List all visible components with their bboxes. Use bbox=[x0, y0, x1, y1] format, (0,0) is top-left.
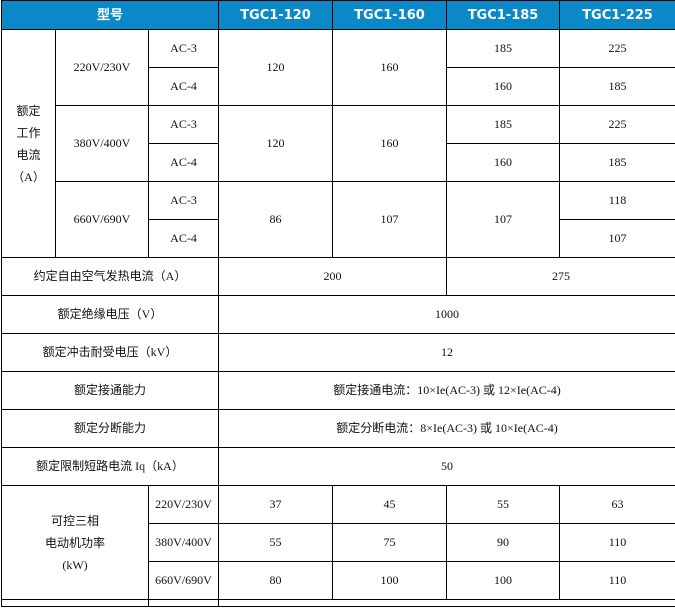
table-row: 380V/400V AC-3 120 160 185 225 bbox=[2, 105, 675, 182]
row-label: 额定绝缘电压（V） bbox=[0, 295, 220, 334]
label-line: 可控三相 bbox=[50, 513, 99, 528]
value-cell: 225 bbox=[559, 29, 675, 68]
rated-current-label: 额定 工作 电流 （A） bbox=[1, 29, 56, 258]
model-label: 型号 bbox=[0, 0, 220, 30]
value-cell: 额定分断电流：8×Ie(AC-3) 或 10×Ie(AC-4) bbox=[218, 409, 675, 448]
category-cell: AC-3 bbox=[147, 29, 220, 68]
table-row: 额定限制短路电流 Iq（kA） 50 bbox=[0, 447, 675, 486]
model-header: TGC1-120 bbox=[218, 0, 334, 30]
value-cell: 107 bbox=[332, 181, 448, 258]
value-cell: 120 bbox=[218, 29, 334, 106]
value-cell: 185 bbox=[559, 67, 675, 106]
table-row: AC-4 160 185 bbox=[2, 143, 675, 182]
value-cell: 118 bbox=[559, 181, 675, 220]
model-header: TGC1-225 bbox=[559, 0, 675, 30]
empty-cell bbox=[147, 599, 220, 607]
voltage-cell: 660V/690V bbox=[147, 561, 220, 600]
row-label: 额定限制短路电流 Iq（kA） bbox=[0, 447, 220, 486]
value-cell: 200 bbox=[218, 257, 448, 296]
value-cell: 75 bbox=[332, 523, 448, 562]
category-cell: AC-4 bbox=[147, 67, 220, 106]
table-row: 额定 工作 电流 （A） 220V/230V AC-3 120 160 185 … bbox=[1, 29, 675, 258]
table-row: 660V/690V AC-3 86 107 107 118 bbox=[2, 181, 675, 258]
value-cell: 225 bbox=[559, 105, 675, 144]
value-cell: 12 bbox=[218, 333, 675, 372]
category-cell: AC-4 bbox=[147, 143, 220, 182]
label-line: 工作 bbox=[16, 125, 41, 140]
value-cell: 50 bbox=[218, 447, 675, 486]
value-cell: 275 bbox=[446, 257, 675, 296]
table-row: 380V/400V 55 75 90 110 bbox=[2, 523, 675, 562]
value-cell: 1000 bbox=[218, 295, 675, 334]
table-row: AC-4 107 bbox=[2, 219, 675, 258]
label-line: 电流 bbox=[16, 147, 41, 162]
model-header: TGC1-185 bbox=[446, 0, 561, 30]
voltage-cell: 220V/230V bbox=[55, 29, 149, 106]
value-cell: 107 bbox=[446, 181, 561, 258]
label-line: 电动机功率 bbox=[44, 535, 105, 550]
label-line: （A） bbox=[12, 169, 45, 184]
value-cell: 185 bbox=[446, 105, 561, 144]
value-cell: 120 bbox=[218, 105, 334, 182]
row-label: 额定冲击耐受电压（kV） bbox=[0, 333, 220, 372]
value-cell: 55 bbox=[218, 523, 334, 562]
empty-cell bbox=[1, 599, 149, 607]
table-row: 额定分断能力 额定分断电流：8×Ie(AC-3) 或 10×Ie(AC-4) bbox=[0, 409, 675, 448]
value-cell: 160 bbox=[446, 67, 561, 106]
header-row: 型号 TGC1-120 TGC1-160 TGC1-185 TGC1-225 bbox=[0, 0, 675, 30]
value-cell: 45 bbox=[332, 485, 448, 524]
table-row: 约定自由空气发热电流（A） 200 275 bbox=[0, 257, 675, 296]
value-cell: 160 bbox=[446, 143, 561, 182]
value-cell: 185 bbox=[446, 29, 561, 68]
value-cell: 110 bbox=[559, 523, 675, 562]
table-row: 额定冲击耐受电压（kV） 12 bbox=[0, 333, 675, 372]
empty-cell bbox=[218, 599, 675, 607]
value-cell: 107 bbox=[559, 219, 675, 258]
voltage-cell: 380V/400V bbox=[147, 523, 220, 562]
motor-power-label: 可控三相 电动机功率 (kW) bbox=[1, 485, 149, 600]
value-cell: 110 bbox=[559, 561, 675, 600]
label-line: 额定 bbox=[16, 103, 41, 118]
value-cell: 63 bbox=[559, 485, 675, 524]
category-cell: AC-3 bbox=[147, 105, 220, 144]
model-header: TGC1-160 bbox=[332, 0, 448, 30]
row-label: 额定接通能力 bbox=[0, 371, 220, 410]
value-cell: 80 bbox=[218, 561, 334, 600]
voltage-cell: 380V/400V bbox=[55, 105, 149, 182]
value-cell: 100 bbox=[446, 561, 561, 600]
category-cell: AC-4 bbox=[147, 219, 220, 258]
category-cell: AC-3 bbox=[147, 181, 220, 220]
label-line: (kW) bbox=[62, 557, 88, 572]
value-cell: 86 bbox=[218, 181, 334, 258]
value-cell: 90 bbox=[446, 523, 561, 562]
row-label: 额定分断能力 bbox=[0, 409, 220, 448]
value-cell: 额定接通电流：10×Ie(AC-3) 或 12×Ie(AC-4) bbox=[218, 371, 675, 410]
partial-row bbox=[1, 599, 675, 607]
value-cell: 160 bbox=[332, 29, 448, 106]
value-cell: 160 bbox=[332, 105, 448, 182]
value-cell: 100 bbox=[332, 561, 448, 600]
voltage-cell: 660V/690V bbox=[55, 181, 149, 258]
value-cell: 55 bbox=[446, 485, 561, 524]
table-row: 660V/690V 80 100 100 110 bbox=[2, 561, 675, 600]
thermal-label: 约定自由空气发热电流（A） bbox=[0, 257, 220, 296]
table-row: 额定绝缘电压（V） 1000 bbox=[0, 295, 675, 334]
table-row: 额定接通能力 额定接通电流：10×Ie(AC-3) 或 12×Ie(AC-4) bbox=[0, 371, 675, 410]
value-cell: 37 bbox=[218, 485, 334, 524]
table-row: 可控三相 电动机功率 (kW) 220V/230V 37 45 55 63 bbox=[1, 485, 675, 600]
voltage-cell: 220V/230V bbox=[147, 485, 220, 524]
value-cell: 185 bbox=[559, 143, 675, 182]
